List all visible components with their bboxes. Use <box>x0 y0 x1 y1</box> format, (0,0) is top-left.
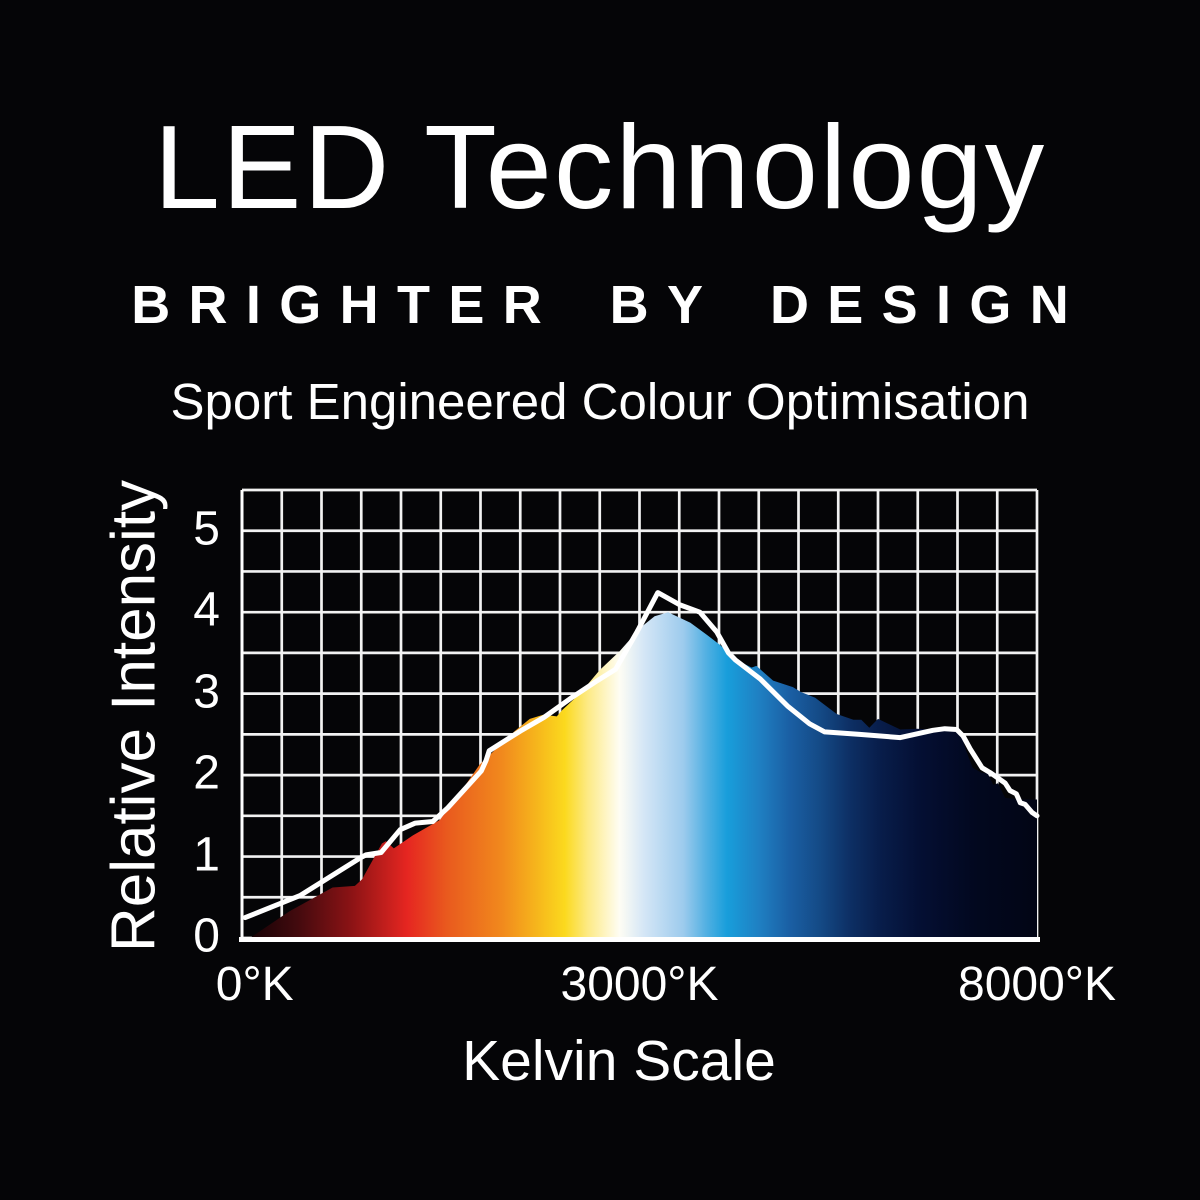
y-tick-label: 3 <box>193 664 220 718</box>
spectrum-area <box>250 612 1037 938</box>
x-axis-title: Kelvin Scale <box>462 1029 776 1093</box>
tagline: BRIGHTER BY DESIGN <box>131 275 1088 335</box>
x-tick-label: 0°K <box>215 958 294 1011</box>
y-tick-label: 4 <box>193 583 220 637</box>
y-tick-label: 0 <box>193 909 220 963</box>
page-title: LED Technology <box>153 101 1047 234</box>
y-tick-label: 5 <box>193 502 220 556</box>
x-tick-label: 3000°K <box>560 958 719 1011</box>
y-tick-label: 2 <box>193 746 220 800</box>
x-tick-label: 8000°K <box>958 958 1116 1011</box>
chart-canvas <box>239 488 1040 942</box>
reference-line <box>242 590 1040 921</box>
subtitle: Sport Engineered Colour Optimisation <box>170 373 1030 430</box>
y-tick-label: 1 <box>193 827 220 881</box>
